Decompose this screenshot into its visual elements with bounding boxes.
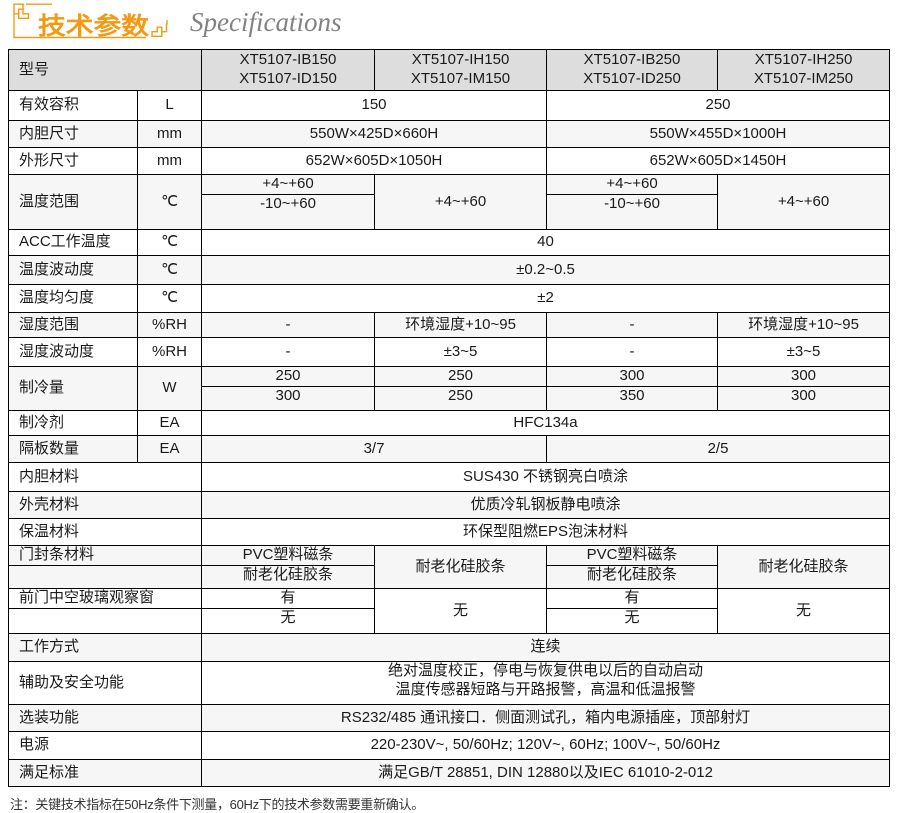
svg-text:技术参数: 技术参数 <box>38 12 150 40</box>
